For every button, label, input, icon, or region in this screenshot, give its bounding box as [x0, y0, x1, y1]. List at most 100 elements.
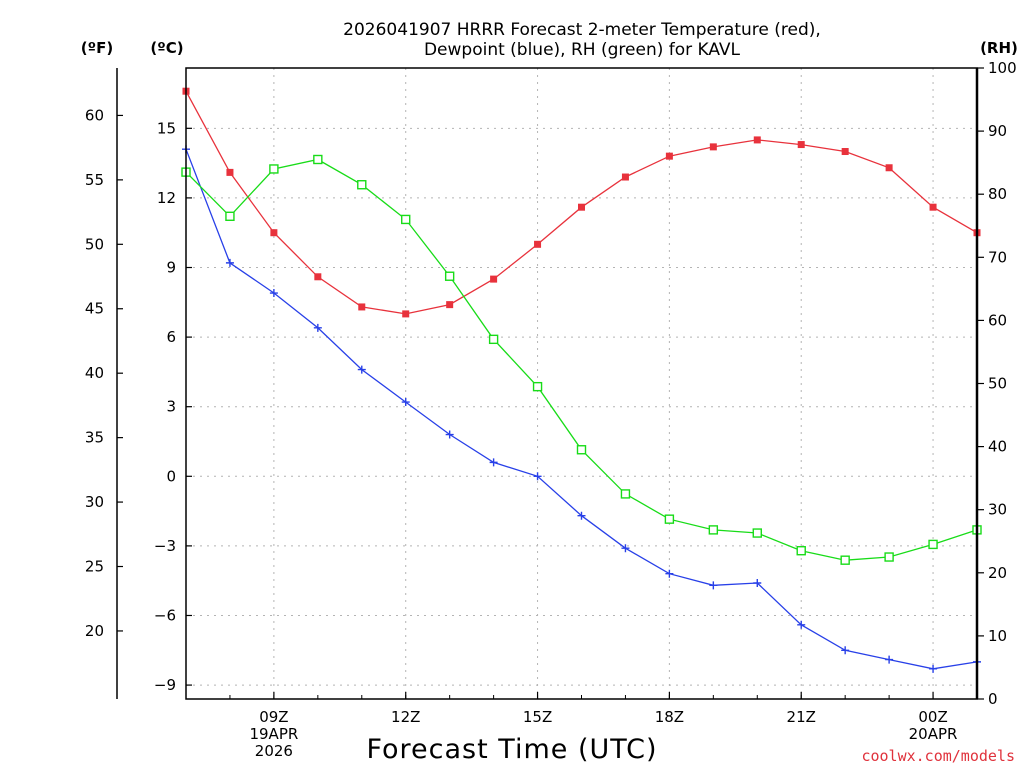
dewpoint-point [489, 458, 498, 467]
temperature-point [797, 141, 805, 149]
dewpoint-point [797, 620, 806, 629]
rh-point [664, 514, 675, 524]
rh-tick-label: 50 [988, 375, 1007, 393]
fahrenheit-tick-label: 55 [85, 171, 104, 189]
celsius-tick-label: −3 [154, 537, 176, 555]
rh-point [840, 555, 850, 565]
rh-tick-label: 60 [988, 311, 1007, 329]
celsius-tick-label: 6 [166, 328, 176, 346]
x-tick-label: 21Z [787, 708, 816, 726]
rh-point [752, 528, 762, 538]
dewpoint-point [929, 664, 938, 673]
fahrenheit-tick-label: 45 [85, 300, 104, 318]
chart-title-line-1: 2026041907 HRRR Forecast 2-meter Tempera… [343, 20, 821, 40]
fahrenheit-unit-label: (ºF) [81, 39, 113, 57]
dewpoint-point [665, 569, 674, 578]
dewpoint-point [533, 472, 542, 481]
rh-tick-label: 40 [988, 438, 1007, 456]
temperature-point [314, 273, 322, 281]
series-layer [181, 87, 982, 673]
x-axis-label: Forecast Time (UTC) [366, 734, 657, 765]
temperature-point [665, 152, 673, 160]
rh-point [225, 211, 235, 221]
celsius-tick-label: 0 [166, 467, 176, 485]
dewpoint-point [753, 579, 762, 588]
rh-point [576, 445, 587, 455]
temperature-point [270, 229, 278, 237]
rh-tick-label: 30 [988, 501, 1007, 519]
rh-point [796, 546, 806, 556]
x-tick-label: 20APR [909, 725, 958, 743]
x-tick-label: 09Z [259, 708, 288, 726]
rh-point [269, 164, 279, 174]
dewpoint-point [313, 323, 322, 332]
series-temperature [182, 87, 981, 318]
temperature-point [534, 240, 542, 248]
celsius-tick-label: −6 [154, 606, 176, 624]
temperature-point [358, 303, 366, 311]
series-rh [181, 154, 982, 565]
temperature-point [621, 173, 629, 181]
source-credit: coolwx.com/models [861, 747, 1015, 765]
rh-point [313, 154, 323, 165]
fahrenheit-tick-label: 35 [85, 429, 104, 447]
x-tick-label: 00Z [918, 708, 947, 726]
x-tick-label: 15Z [523, 708, 552, 726]
rh-point [532, 381, 543, 392]
fahrenheit-tick-label: 25 [85, 558, 104, 576]
fahrenheit-tick-label: 50 [85, 235, 104, 253]
temperature-point [929, 203, 937, 211]
rh-tick-label: 100 [988, 59, 1017, 77]
rh-point [357, 180, 367, 190]
rh-point [928, 539, 938, 550]
series-dewpoint [182, 145, 981, 673]
x-tick-label: 19APR [249, 725, 298, 743]
rh-tick-label: 70 [988, 248, 1007, 266]
rh-tick-label: 80 [988, 185, 1007, 203]
temperature-point [446, 301, 454, 309]
celsius-tick-label: −9 [154, 676, 176, 694]
dewpoint-point [841, 646, 850, 655]
fahrenheit-tick-label: 60 [85, 106, 104, 124]
dewpoint-point [621, 544, 630, 553]
dewpoint-point [401, 398, 410, 407]
rh-tick-label: 0 [988, 690, 998, 708]
dewpoint-line [185, 148, 978, 670]
rh-line [185, 158, 978, 561]
dewpoint-point [577, 511, 586, 520]
fahrenheit-tick-label: 30 [85, 493, 104, 511]
celsius-tick-label: 3 [166, 398, 176, 416]
dewpoint-point [445, 430, 454, 439]
rh-point [401, 214, 411, 225]
celsius-tick-label: 12 [157, 189, 176, 207]
rh-point [488, 334, 499, 345]
temperature-point [709, 143, 717, 151]
rh-point [620, 489, 631, 499]
x-tick-label: 2026 [255, 742, 293, 760]
dewpoint-point [357, 365, 366, 374]
rh-point [444, 271, 455, 281]
dewpoint-point [225, 258, 234, 267]
x-tick-label: 18Z [655, 708, 684, 726]
fahrenheit-tick-label: 20 [85, 622, 104, 640]
dewpoint-point [709, 581, 718, 590]
celsius-unit-label: (ºC) [150, 39, 183, 57]
rh-point [708, 525, 719, 535]
temperature-point [885, 164, 893, 172]
rh-tick-label: 90 [988, 122, 1007, 140]
rh-tick-label: 20 [988, 564, 1007, 582]
temperature-point [226, 168, 234, 176]
celsius-tick-label: 15 [157, 119, 176, 137]
rh-unit-label: (RH) [980, 39, 1018, 57]
rh-tick-label: 10 [988, 627, 1007, 645]
temperature-point [753, 136, 761, 144]
rh-point [884, 552, 894, 562]
x-tick-label: 12Z [391, 708, 420, 726]
temperature-line [185, 90, 978, 315]
fahrenheit-tick-label: 40 [85, 364, 104, 382]
dewpoint-point [885, 655, 894, 664]
temperature-point [490, 275, 498, 283]
temperature-point [841, 148, 849, 156]
